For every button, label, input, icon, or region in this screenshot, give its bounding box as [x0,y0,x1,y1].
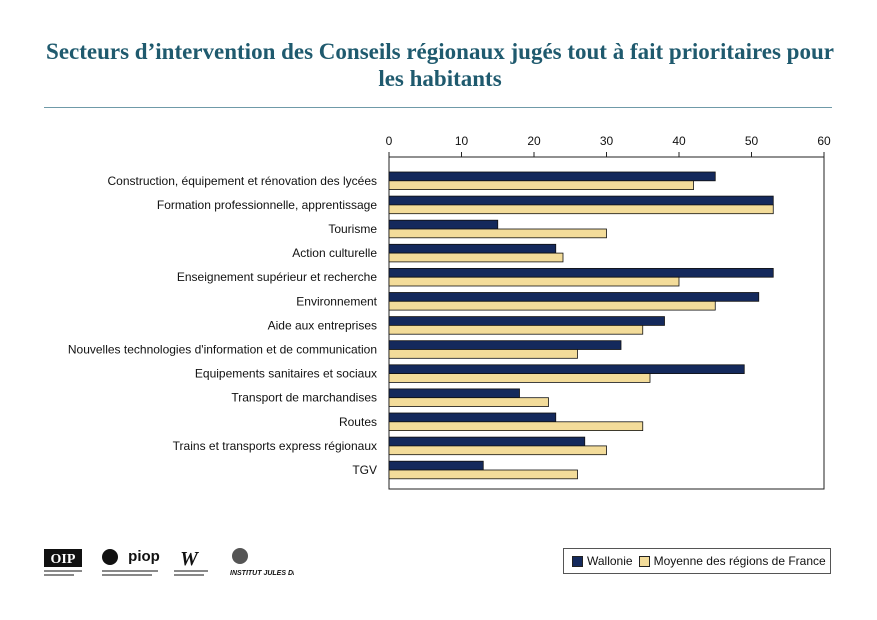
category-label: Transport de marchandises [231,391,377,405]
category-label: Action culturelle [292,246,377,260]
bar-wallonie [388,316,665,326]
category-label: Trains et transports express régionaux [173,439,377,453]
title-divider [44,107,832,108]
bar-france [388,276,680,287]
category-label: Aide aux entreprises [268,318,377,332]
category-label: Nouvelles technologies d'information et … [68,343,377,357]
svg-text:piop: piop [128,548,160,565]
svg-text:INSTITUT JULES DESTRÉE: INSTITUT JULES DESTRÉE [230,568,294,577]
bar-wallonie [388,219,499,230]
bar-wallonie [388,436,586,447]
bar-wallonie [388,340,622,350]
x-tick-label: 60 [817,134,831,148]
legend-item-wallonie: Wallonie [572,554,633,568]
legend-label-france: Moyenne des régions de France [653,554,826,568]
bar-france [388,373,651,383]
bar-france [388,324,644,335]
legend-swatch-france [638,555,650,567]
bar-wallonie [388,195,774,206]
x-tick-label: 30 [600,134,614,148]
bar-france [388,421,644,431]
category-label: Environnement [296,294,377,308]
category-label: TGV [352,463,377,477]
category-label: Routes [339,415,377,429]
category-label: Equipements sanitaires et sociaux [195,367,377,381]
legend-swatch-wallonie [572,555,583,567]
institut-jules-destree-logo: INSTITUT JULES DESTRÉE [230,548,294,577]
bar-france [388,397,549,407]
piop-logo: piop [102,548,160,576]
partner-logos: OIP piop W INSTITUT JULES DESTRÉE [44,548,294,577]
x-tick-label: 10 [455,134,469,148]
oip-logo: OIP [44,549,82,576]
category-label: Tourisme [328,222,377,236]
bar-wallonie [388,460,484,471]
bar-wallonie [388,171,716,182]
bar-wallonie [388,364,745,374]
legend-label-wallonie: Wallonie [587,554,633,568]
bar-wallonie [388,388,520,399]
category-label: Formation professionnelle, apprentissage [157,198,377,212]
bar-france [388,204,774,215]
bar-france [388,349,578,359]
legend-item-france: Moyenne des régions de France [638,554,826,568]
bar-wallonie [388,412,557,423]
category-label: Enseignement supérieur et recherche [177,270,377,284]
bar-wallonie [388,243,557,254]
x-tick-label: 0 [386,134,393,148]
chart-title: Secteurs d’intervention des Conseils rég… [46,39,834,91]
svg-text:W: W [180,548,199,570]
bar-wallonie [388,267,774,278]
bar-france [388,252,564,263]
bar-france [388,445,607,456]
bar-france [388,228,607,239]
bar-france [388,469,578,480]
category-label: Construction, équipement et rénovation d… [108,174,378,188]
bar-france [388,180,694,191]
chart-legend: Wallonie Moyenne des régions de France [563,548,831,574]
x-tick-label: 50 [745,134,759,148]
svg-text:OIP: OIP [51,552,76,567]
bar-france [388,300,716,311]
bar-wallonie [388,292,760,302]
x-tick-label: 20 [527,134,541,148]
walloon-region-logo: W [174,548,208,576]
x-tick-label: 40 [672,134,686,148]
